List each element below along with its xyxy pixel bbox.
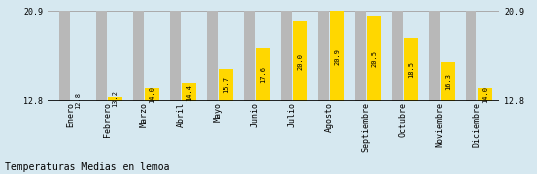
Text: 20.9: 20.9 bbox=[334, 48, 340, 65]
Bar bbox=[133, 11, 144, 101]
Bar bbox=[256, 48, 270, 101]
Text: 14.4: 14.4 bbox=[186, 84, 192, 101]
Text: 20.0: 20.0 bbox=[297, 53, 303, 70]
Bar bbox=[182, 83, 196, 101]
Bar bbox=[145, 88, 159, 101]
Text: 15.7: 15.7 bbox=[223, 76, 229, 93]
Bar bbox=[466, 11, 476, 101]
Text: 16.3: 16.3 bbox=[445, 73, 451, 90]
Bar bbox=[392, 11, 403, 101]
Text: Temperaturas Medias en lemoa: Temperaturas Medias en lemoa bbox=[5, 162, 170, 172]
Bar bbox=[330, 11, 344, 101]
Bar bbox=[355, 11, 366, 101]
Bar bbox=[404, 38, 418, 101]
Text: 12.8: 12.8 bbox=[75, 92, 81, 109]
Bar bbox=[429, 11, 439, 101]
Bar bbox=[108, 97, 122, 101]
Bar bbox=[478, 88, 492, 101]
Bar bbox=[207, 11, 217, 101]
Bar bbox=[318, 11, 329, 101]
Text: 14.0: 14.0 bbox=[482, 86, 488, 103]
Text: 18.5: 18.5 bbox=[408, 61, 414, 78]
Text: 20.5: 20.5 bbox=[371, 50, 377, 67]
Text: 17.6: 17.6 bbox=[260, 66, 266, 83]
Bar bbox=[60, 11, 70, 101]
Bar bbox=[244, 11, 255, 101]
Bar bbox=[441, 62, 455, 101]
Bar bbox=[293, 21, 307, 101]
Bar bbox=[367, 16, 381, 101]
Text: 14.0: 14.0 bbox=[149, 86, 155, 103]
Bar bbox=[170, 11, 180, 101]
Bar bbox=[219, 69, 233, 101]
Bar bbox=[97, 11, 107, 101]
Bar bbox=[281, 11, 292, 101]
Text: 13.2: 13.2 bbox=[112, 90, 118, 107]
